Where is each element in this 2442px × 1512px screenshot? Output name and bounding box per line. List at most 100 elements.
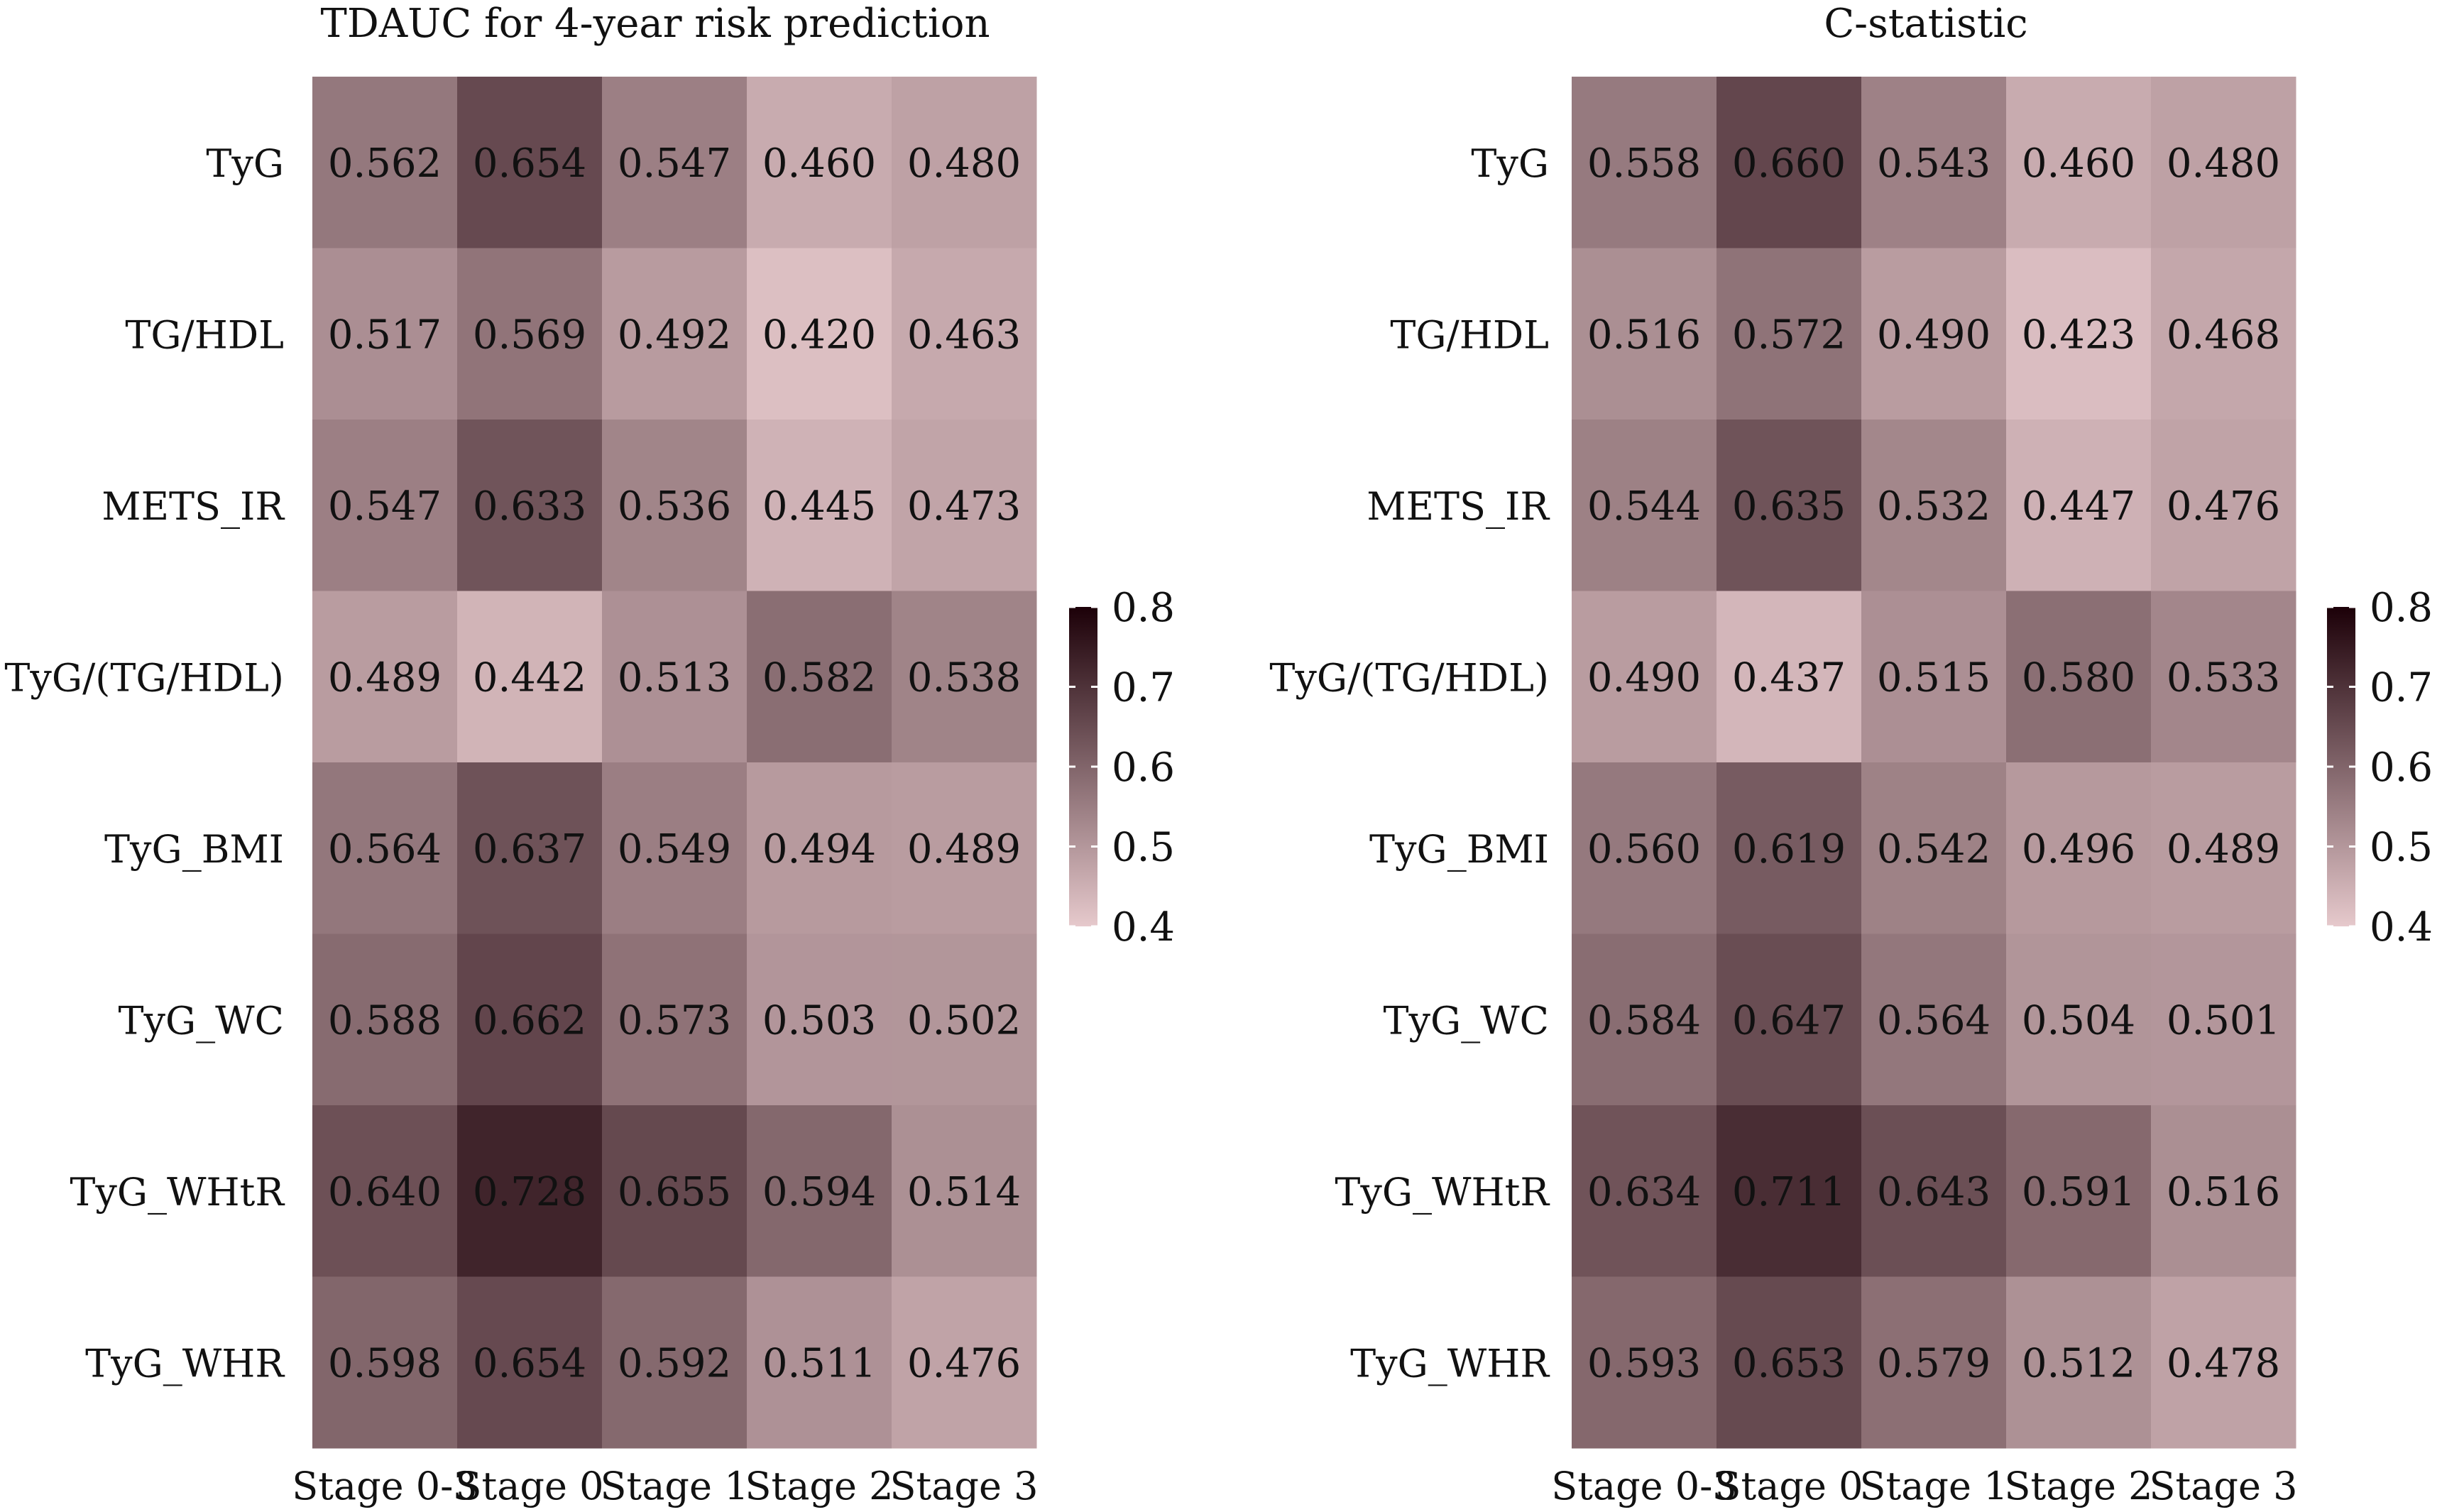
heatmap-cell: [1572, 1276, 1717, 1449]
heatmap-cell: [892, 77, 1037, 248]
row-label: TyG_WHR: [1350, 1341, 1550, 1386]
cell-value-label: 0.549: [618, 826, 731, 872]
heatmap-cell: [1861, 1276, 2007, 1449]
cell-value-label: 0.423: [2022, 312, 2135, 358]
cell-value-label: 0.728: [473, 1169, 586, 1215]
heatmap-cell: [1716, 420, 1862, 591]
heatmap-cell: [892, 762, 1037, 934]
cell-value-label: 0.463: [907, 312, 1021, 358]
heatmap-cell: [457, 248, 603, 420]
cell-value-label: 0.654: [473, 1340, 586, 1386]
cell-value-label: 0.468: [2167, 312, 2280, 358]
column-label: Stage 1: [601, 1464, 749, 1508]
heatmap-cell: [747, 1276, 892, 1449]
cell-value-label: 0.538: [907, 654, 1021, 701]
cell-value-label: 0.640: [328, 1169, 442, 1215]
cell-value-label: 0.496: [2022, 826, 2135, 872]
cell-value-label: 0.516: [1587, 312, 1701, 358]
heatmap-cell: [602, 77, 748, 248]
heatmap-cell: [2006, 762, 2152, 934]
cell-value-label: 0.516: [2167, 1169, 2280, 1215]
heatmap-panel-2: C-statistic 0.558 0.660 0.543 0.460 0.480 0.51…: [1269, 1, 2433, 1508]
heatmap-cell: [312, 1276, 458, 1449]
heatmap-cell: [1572, 248, 1717, 420]
heatmap-cell: [457, 420, 603, 591]
heatmap-cell: [747, 762, 892, 934]
heatmap-cell: [892, 1105, 1037, 1277]
heatmap-cell: [457, 762, 603, 934]
heatmap-cell: [2151, 248, 2296, 420]
heatmap-cell: [1716, 248, 1862, 420]
heatmap-cell: [892, 1276, 1037, 1449]
row-label: TyG/(TG/HDL): [1269, 655, 1549, 700]
heatmap-cell: [1716, 77, 1862, 248]
cell-value-label: 0.480: [907, 141, 1021, 187]
column-label: Stage 3: [2150, 1464, 2298, 1508]
cell-value-label: 0.543: [1877, 141, 1991, 187]
cell-value-label: 0.501: [2167, 997, 2280, 1043]
cell-value-label: 0.584: [1587, 997, 1701, 1043]
heatmap-cell: [747, 591, 892, 763]
colorbar-tick-label: 0.4: [1112, 904, 1175, 951]
cell-value-label: 0.478: [2167, 1340, 2280, 1386]
heatmap-cell: [602, 420, 748, 591]
heatmap-cell: [2151, 762, 2296, 934]
heatmap-cell: [1716, 762, 1862, 934]
cell-value-label: 0.655: [618, 1169, 731, 1215]
cell-value-label: 0.654: [473, 141, 586, 187]
colorbar-tick-label: 0.7: [2370, 665, 2433, 711]
cell-value-label: 0.711: [1732, 1169, 1846, 1215]
heatmap-cell: [1861, 77, 2007, 248]
cell-value-label: 0.594: [762, 1169, 876, 1215]
cell-value-label: 0.536: [618, 483, 731, 530]
heatmap-cell: [1716, 1105, 1862, 1277]
column-label: Stage 2: [2005, 1464, 2153, 1508]
cell-value-label: 0.494: [762, 826, 876, 872]
cell-value-label: 0.635: [1732, 483, 1846, 530]
heatmap-cell: [1861, 420, 2007, 591]
row-label: TyG_BMI: [1369, 827, 1549, 872]
heatmap-panel-1: TDAUC for 4-year risk prediction 0.562 0.6…: [4, 1, 1175, 1508]
cell-value-label: 0.502: [907, 997, 1021, 1043]
cell-value-label: 0.572: [1732, 312, 1846, 358]
cell-value-label: 0.558: [1587, 141, 1701, 187]
cell-value-label: 0.592: [618, 1340, 731, 1386]
heatmap-cell: [312, 248, 458, 420]
heatmap-cell: [1716, 1276, 1862, 1449]
colorbar-tick-label: 0.6: [1112, 745, 1175, 791]
heatmap-cell: [312, 591, 458, 763]
cell-value-label: 0.476: [907, 1340, 1021, 1386]
cell-value-label: 0.542: [1877, 826, 1991, 872]
heatmap-cell: [892, 933, 1037, 1106]
heatmap-cell: [312, 77, 458, 248]
column-label: Stage 0-3: [292, 1464, 478, 1508]
colorbar-tick-label: 0.6: [2370, 745, 2433, 791]
column-label: Stage 0: [456, 1464, 604, 1508]
cell-value-label: 0.564: [328, 826, 442, 872]
heatmap-cell: [1861, 762, 2007, 934]
cell-value-label: 0.442: [473, 654, 586, 701]
heatmap-cell: [1572, 591, 1717, 763]
cell-value-label: 0.515: [1877, 654, 1991, 701]
cell-value-label: 0.580: [2022, 654, 2135, 701]
cell-value-label: 0.544: [1587, 483, 1701, 530]
colorbar-tick-label: 0.8: [1112, 585, 1175, 631]
row-label: TyG: [1471, 141, 1549, 186]
cell-value-label: 0.633: [473, 483, 586, 530]
cell-value-label: 0.588: [328, 997, 442, 1043]
heatmap-cell: [602, 762, 748, 934]
cell-value-label: 0.447: [2022, 483, 2135, 530]
column-label: Stage 1: [1860, 1464, 2008, 1508]
column-label: Stage 3: [890, 1464, 1039, 1508]
cell-value-label: 0.653: [1732, 1340, 1846, 1386]
cell-value-label: 0.460: [762, 141, 876, 187]
cell-value-label: 0.420: [762, 312, 876, 358]
cell-value-label: 0.582: [762, 654, 876, 701]
colorbar-tick-label: 0.5: [1112, 825, 1175, 871]
colorbar-tick-label: 0.7: [1112, 665, 1175, 711]
heatmap-cell: [747, 77, 892, 248]
cell-value-label: 0.503: [762, 997, 876, 1043]
cell-value-label: 0.460: [2022, 141, 2135, 187]
